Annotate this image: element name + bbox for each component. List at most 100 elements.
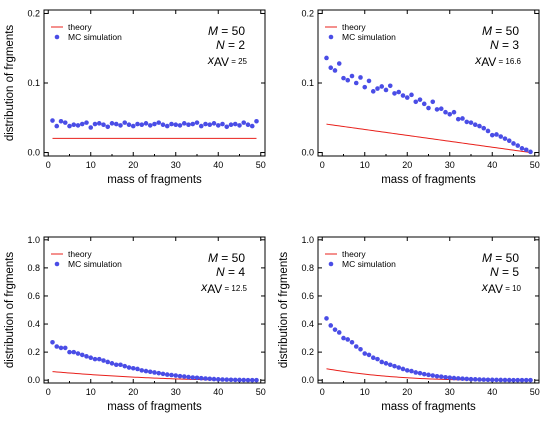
- mc-point: [464, 376, 470, 382]
- x-tick-label: 0: [320, 160, 325, 170]
- mc-point: [328, 65, 334, 71]
- mc-point: [498, 134, 504, 139]
- y-tick-label: 0.6: [301, 291, 314, 301]
- mc-point: [126, 365, 132, 370]
- mc-point: [147, 123, 153, 128]
- mc-point: [345, 337, 351, 342]
- mc-point: [396, 89, 402, 95]
- mc-point: [164, 372, 170, 377]
- x-tick-label: 20: [402, 387, 412, 397]
- mc-point: [502, 136, 508, 141]
- mc-point: [67, 123, 72, 129]
- mc-point: [139, 368, 145, 373]
- mc-point: [349, 73, 355, 79]
- x-tick-label: 0: [46, 160, 51, 170]
- mc-point: [417, 370, 423, 376]
- mc-point: [241, 377, 247, 383]
- mc-point: [181, 121, 187, 126]
- mc-point: [54, 344, 60, 349]
- mc-point: [421, 371, 427, 377]
- mc-point: [447, 111, 453, 117]
- mc-point: [370, 355, 376, 361]
- legend-mc-label: MC simulation: [68, 259, 122, 269]
- mc-point: [451, 109, 457, 115]
- mc-point: [232, 121, 238, 127]
- legend-theory-label: theory: [342, 22, 366, 32]
- mc-point: [485, 128, 491, 134]
- mc-point: [71, 122, 77, 128]
- param-xav: xAV = 12.5: [200, 280, 247, 296]
- y-tick-label: 1.0: [27, 235, 40, 245]
- mc-point: [396, 365, 402, 370]
- mc-point: [181, 374, 187, 379]
- mc-point: [118, 362, 123, 368]
- mc-point: [101, 122, 106, 128]
- mc-point: [519, 377, 525, 383]
- mc-point: [468, 376, 474, 382]
- mc-point: [443, 109, 448, 115]
- x-axis-title: mass of fragments: [107, 174, 202, 186]
- mc-point: [75, 351, 81, 356]
- mc-point: [358, 347, 363, 352]
- mc-point: [194, 120, 200, 125]
- x-tick-label: 30: [445, 387, 455, 397]
- x-tick-label: 50: [256, 160, 266, 170]
- x-tick-label: 10: [360, 160, 370, 170]
- mc-point: [472, 377, 478, 382]
- mc-point: [494, 377, 499, 383]
- mc-point: [186, 122, 191, 128]
- mc-point: [404, 95, 410, 100]
- y-tick-label: 0.2: [301, 347, 314, 357]
- legend-mc-swatch: [328, 261, 334, 267]
- mc-point: [113, 121, 119, 127]
- mc-point: [358, 75, 363, 80]
- mc-point: [54, 123, 60, 129]
- mc-point: [528, 377, 533, 383]
- mc-point: [515, 143, 521, 148]
- chart-panel-2: 0 10 20 30 40 50 0.0 0.1 0.2 mass of fragments the…: [301, 8, 539, 186]
- x-tick-label: 30: [171, 387, 181, 397]
- mc-point: [190, 121, 196, 127]
- mc-point: [160, 371, 166, 377]
- x-tick-label: 40: [487, 160, 497, 170]
- mc-point: [324, 316, 329, 321]
- mc-point: [122, 363, 128, 369]
- mc-point: [245, 122, 251, 128]
- x-tick-label: 20: [128, 160, 138, 170]
- mc-point: [113, 362, 119, 368]
- mc-point: [375, 356, 380, 362]
- mc-point: [392, 363, 397, 369]
- mc-point: [245, 377, 251, 383]
- x-tick-label: 40: [213, 387, 223, 397]
- mc-point: [464, 119, 470, 125]
- mc-point: [92, 121, 98, 127]
- x-tick-label: 0: [46, 387, 51, 397]
- mc-point: [353, 80, 359, 86]
- mc-point: [135, 121, 140, 127]
- mc-point: [147, 369, 153, 375]
- mc-point: [58, 345, 64, 351]
- mc-point: [523, 377, 529, 383]
- mc-point: [413, 370, 419, 375]
- mc-point: [109, 121, 115, 126]
- mc-point: [426, 105, 431, 111]
- mc-point: [451, 375, 457, 381]
- mc-point: [460, 376, 465, 381]
- mc-point: [528, 149, 533, 155]
- mc-point: [430, 373, 436, 378]
- mc-point: [370, 89, 376, 94]
- mc-point: [88, 355, 94, 361]
- y-axis-title: distribution of frgments: [278, 252, 290, 369]
- mc-point: [254, 377, 259, 383]
- mc-point: [434, 107, 440, 112]
- mc-point: [366, 78, 372, 84]
- y-tick-label: 0.0: [301, 375, 314, 385]
- mc-point: [143, 121, 149, 126]
- mc-point: [455, 376, 461, 381]
- mc-point: [438, 106, 444, 112]
- mc-point: [143, 368, 149, 374]
- mc-point: [173, 373, 179, 378]
- chart-panel-1: 0 10 20 30 40 50 0.0 0.1 0.2 mass of fragments dis…: [4, 8, 266, 186]
- mc-point: [336, 61, 342, 66]
